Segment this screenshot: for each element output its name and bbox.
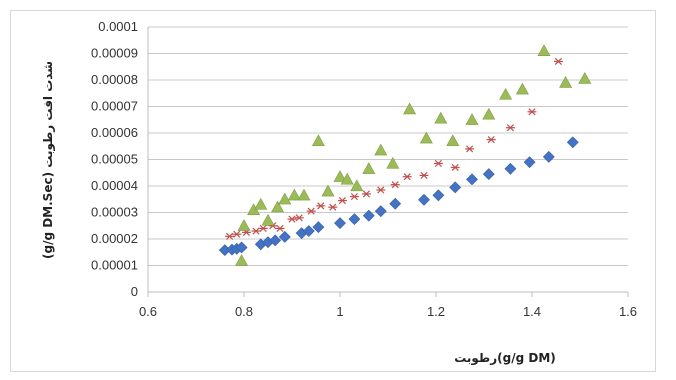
diamond-point <box>269 234 282 247</box>
diamond-point <box>235 241 248 254</box>
asterisk-point <box>465 145 475 153</box>
asterisk-point <box>251 227 261 235</box>
y-tick-label: 0.00002 <box>91 231 138 246</box>
series-triangle <box>235 44 592 266</box>
asterisk-point <box>486 136 496 144</box>
triangle-point <box>254 197 268 210</box>
diamond-point <box>482 168 495 180</box>
y-tick-label: 0 <box>131 284 138 299</box>
triangle-point <box>419 131 433 144</box>
asterisk-point <box>337 197 347 205</box>
diamond-point <box>432 189 445 202</box>
diamond-point <box>374 205 387 218</box>
gridlines <box>148 26 628 266</box>
triangle-point <box>499 87 513 100</box>
x-tick-label: 1.2 <box>427 304 445 319</box>
triangle-point <box>321 184 335 197</box>
triangle-point <box>403 102 417 115</box>
triangle-point <box>340 172 354 185</box>
diamond-point <box>348 213 361 226</box>
diamond-point <box>278 230 291 243</box>
diamond-point <box>312 221 325 233</box>
asterisk-point <box>527 108 537 116</box>
axes <box>147 27 629 297</box>
triangle-point <box>446 134 460 147</box>
asterisk-point <box>328 203 338 211</box>
triangle-point <box>287 188 301 201</box>
asterisk-point <box>316 202 326 210</box>
diamond-point <box>334 217 346 230</box>
triangle-point <box>515 82 529 95</box>
triangle-point <box>386 156 400 169</box>
x-tick-label: 1.4 <box>523 304 541 319</box>
asterisk-point <box>433 159 443 168</box>
y-tick-label: 0.00007 <box>91 99 138 114</box>
x-tick-label: 0.6 <box>139 304 157 319</box>
asterisk-point <box>402 173 412 181</box>
y-tick-label: 0.00008 <box>91 72 138 87</box>
y-tick-label: 0.00006 <box>91 125 138 140</box>
asterisk-point <box>361 190 371 198</box>
triangle-point <box>537 44 551 56</box>
triangle-point <box>311 134 325 147</box>
asterisk-point <box>553 57 563 66</box>
x-tick-labels: 0.6 0.8 1 1.2 1.4 1.6 <box>139 304 637 319</box>
series-asterisk <box>225 57 563 240</box>
y-tick-label: 0.0001 <box>98 19 138 34</box>
diamond-point <box>449 181 462 194</box>
triangle-point <box>333 170 347 182</box>
asterisk-point <box>376 186 386 194</box>
asterisk-point <box>232 230 242 238</box>
x-tick-label: 1 <box>336 304 343 319</box>
diamond-point <box>389 197 402 210</box>
triangle-point <box>350 179 364 192</box>
triangle-point <box>261 213 275 226</box>
asterisk-point <box>225 232 235 240</box>
triangle-point <box>362 162 376 174</box>
x-tick-label: 0.8 <box>235 304 253 319</box>
triangle-point <box>237 219 251 231</box>
diamond-point <box>302 225 315 237</box>
triangle-point <box>374 143 388 156</box>
asterisk-point <box>390 181 400 189</box>
x-tick-label: 1.6 <box>619 304 637 319</box>
data-series <box>218 44 592 266</box>
diamond-point <box>542 150 555 163</box>
asterisk-point <box>258 224 268 232</box>
y-tick-label: 0.00009 <box>91 46 138 61</box>
triangle-point <box>235 254 249 266</box>
asterisk-point <box>349 193 359 201</box>
triangle-point <box>271 200 285 213</box>
diamond-point <box>466 173 478 186</box>
triangle-point <box>482 107 496 120</box>
triangle-point <box>297 188 311 201</box>
diamond-point <box>523 156 536 169</box>
diamond-point <box>566 136 579 149</box>
y-tick-label: 0.00003 <box>91 205 138 220</box>
asterisk-point <box>450 163 460 172</box>
y-tick-labels: 0 0.00001 0.00002 0.00003 0.00004 0.00005 0.00… <box>91 19 138 299</box>
diamond-point <box>418 193 430 206</box>
diamond-point <box>362 209 375 222</box>
y-tick-label: 0.00004 <box>91 178 138 193</box>
triangle-point <box>578 72 592 84</box>
y-tick-label: 0.00005 <box>91 152 138 167</box>
asterisk-point <box>294 214 304 222</box>
series-diamond <box>218 136 579 257</box>
asterisk-point <box>306 207 316 215</box>
y-axis-title: (g/g DM.Sec) شدت افت رطوبت <box>41 61 56 259</box>
diamond-point <box>504 162 517 175</box>
asterisk-point <box>275 224 285 232</box>
asterisk-point <box>419 171 429 179</box>
asterisk-point <box>287 215 297 223</box>
triangle-point <box>434 111 448 124</box>
y-tick-label: 0.00001 <box>91 258 138 273</box>
x-axis-title: رطوبت(g/g DM) <box>454 351 556 366</box>
asterisk-point <box>505 124 515 132</box>
triangle-point <box>559 76 573 88</box>
triangle-point <box>465 113 479 125</box>
chart-frame <box>10 10 656 372</box>
triangle-point <box>278 192 292 205</box>
